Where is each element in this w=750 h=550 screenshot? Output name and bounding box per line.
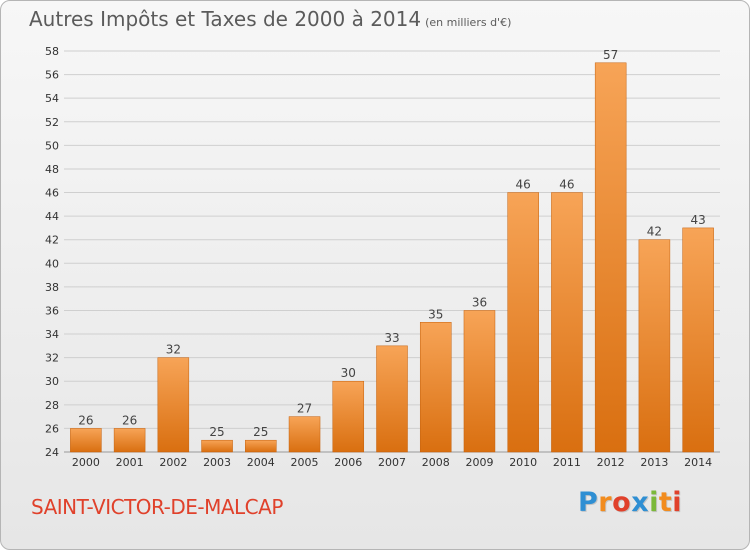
chart-title-text: Autres Impôts et Taxes de 2000 à 2014 (29, 7, 422, 31)
x-tick-label: 2003 (203, 456, 231, 469)
bar-2003 (201, 439, 233, 453)
x-axis: 2000 2001 2002 2003 2004 2005 2006 2007 2008 2009… (72, 456, 712, 469)
y-tick-label: 26 (45, 422, 59, 435)
y-axis: 24 26 28 30 32 34 36 38 40 42 44 46 48 50 52 54 56 58 (45, 45, 59, 459)
chart-title: Autres Impôts et Taxes de 2000 à 2014 (en… (29, 7, 511, 31)
data-label-2010: 46 (516, 178, 531, 192)
bar-2002 (157, 357, 190, 453)
x-tick-label: 2000 (72, 456, 100, 469)
bar-2009 (463, 310, 496, 453)
y-tick-label: 50 (45, 139, 59, 152)
data-label-2003: 25 (209, 425, 224, 439)
x-tick-label: 2010 (509, 456, 537, 469)
x-tick-label: 2012 (597, 456, 625, 469)
y-tick-label: 42 (45, 234, 59, 247)
bar-2012 (594, 62, 627, 453)
bar-2000 (70, 428, 102, 453)
data-label-2008: 35 (428, 307, 443, 321)
proxiti-logo: Proxiti (578, 487, 682, 518)
bar-2008 (419, 322, 452, 453)
data-label-2013: 42 (647, 225, 662, 239)
bar-2011 (551, 192, 583, 453)
bar-2006 (332, 380, 365, 453)
x-tick-label: 2002 (159, 456, 187, 469)
x-tick-label: 2014 (684, 456, 712, 469)
x-tick-label: 2006 (334, 456, 362, 469)
x-tick-label: 2013 (640, 456, 668, 469)
x-tick-label: 2004 (247, 456, 275, 469)
chart-unit: (en milliers d'€) (425, 16, 512, 29)
y-tick-label: 58 (45, 45, 59, 58)
data-label-2000: 26 (78, 413, 93, 427)
data-label-2007: 33 (384, 331, 399, 345)
y-tick-label: 44 (45, 210, 59, 223)
y-tick-label: 52 (45, 116, 59, 129)
bar-2014 (682, 227, 714, 453)
data-label-2011: 46 (559, 178, 574, 192)
y-tick-label: 48 (45, 163, 59, 176)
data-label-2004: 25 (253, 425, 268, 439)
logo-letter: i (649, 487, 659, 518)
logo-letter: t (658, 487, 673, 518)
x-tick-label: 2009 (465, 456, 493, 469)
x-tick-label: 2001 (116, 456, 144, 469)
y-tick-label: 34 (45, 328, 59, 341)
logo-letter: i (672, 487, 683, 518)
bar-2005 (288, 416, 321, 453)
data-label-2012: 57 (603, 48, 618, 62)
x-tick-label: 2011 (553, 456, 581, 469)
y-tick-label: 46 (45, 187, 59, 200)
data-label-2002: 32 (166, 343, 181, 357)
logo-letter: P (578, 487, 599, 518)
bar-2001 (113, 428, 146, 453)
data-label-2009: 36 (472, 295, 487, 309)
y-tick-label: 24 (45, 446, 59, 459)
bar-2004 (245, 439, 277, 453)
y-tick-label: 56 (45, 69, 59, 82)
y-tick-label: 54 (45, 92, 59, 105)
data-label-2001: 26 (122, 413, 137, 427)
y-tick-label: 28 (45, 399, 59, 412)
logo-letter: r (598, 487, 613, 518)
data-labels: 26 26 32 25 25 27 30 33 35 36 46 46 57 42 43 (78, 48, 706, 439)
data-label-2006: 30 (341, 366, 356, 380)
x-tick-label: 2008 (422, 456, 450, 469)
y-tick-label: 38 (45, 281, 59, 294)
y-tick-label: 30 (45, 375, 59, 388)
data-label-2005: 27 (297, 402, 312, 416)
y-tick-label: 36 (45, 304, 59, 317)
commune-name: SAINT-VICTOR-DE-MALCAP (31, 495, 283, 519)
x-tick-label: 2007 (378, 456, 406, 469)
logo-letter: x (631, 487, 650, 518)
y-tick-label: 40 (45, 257, 59, 270)
logo-letter: o (612, 487, 632, 518)
x-tick-label: 2005 (291, 456, 319, 469)
y-tick-label: 32 (45, 352, 59, 365)
data-label-2014: 43 (690, 213, 705, 227)
bar-2007 (376, 345, 408, 453)
bars (70, 62, 714, 453)
bar-2013 (638, 239, 671, 453)
bar-2010 (507, 192, 539, 453)
